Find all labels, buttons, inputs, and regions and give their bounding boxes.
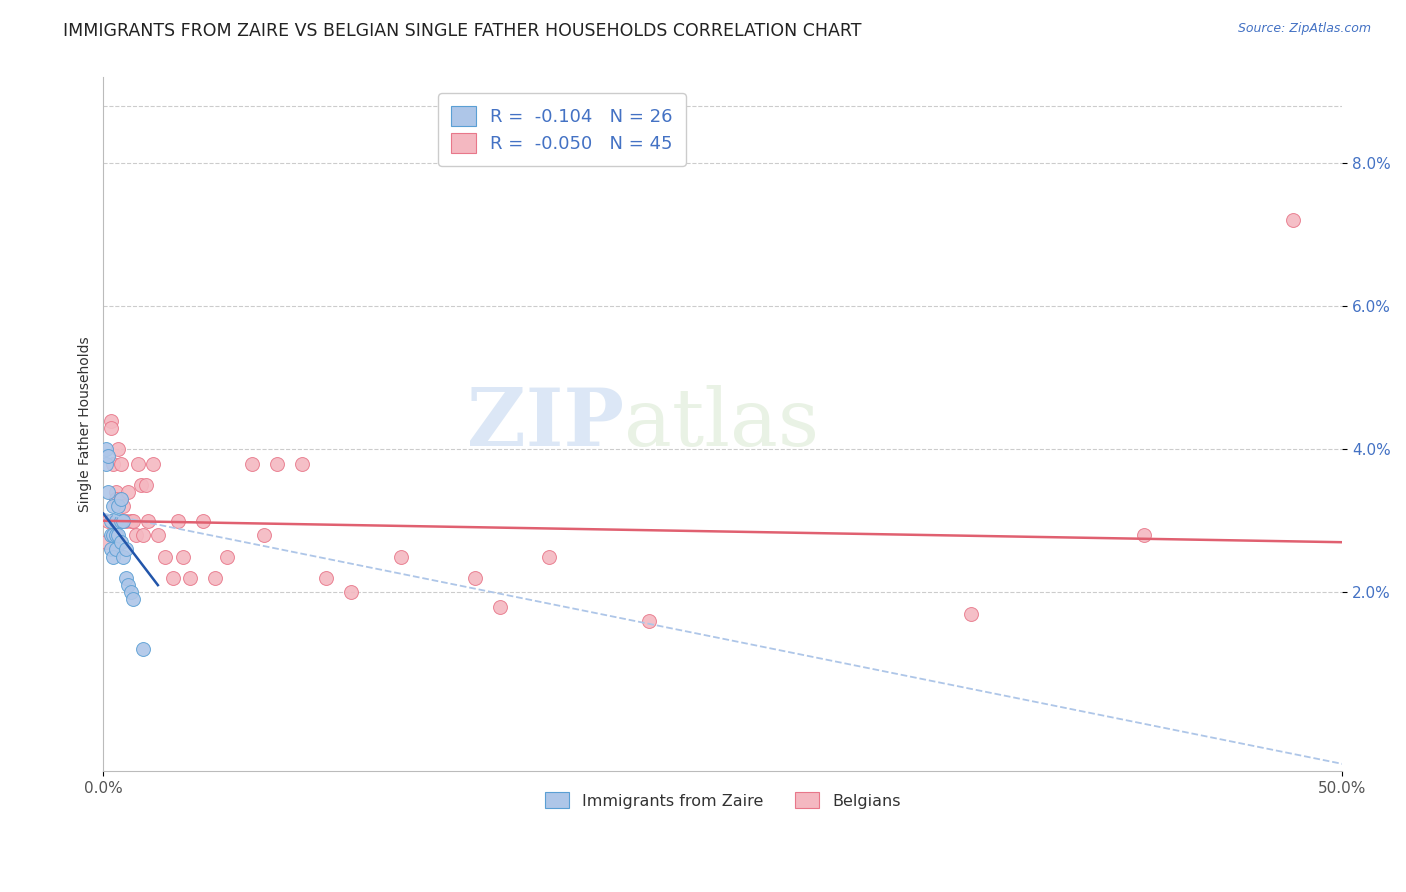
Point xyxy=(110,457,132,471)
Point xyxy=(107,442,129,457)
Text: ZIP: ZIP xyxy=(467,385,624,463)
Point xyxy=(253,528,276,542)
Point xyxy=(120,585,142,599)
Point xyxy=(104,492,127,507)
Point xyxy=(217,549,239,564)
Point xyxy=(315,571,337,585)
Legend: Immigrants from Zaire, Belgians: Immigrants from Zaire, Belgians xyxy=(538,786,907,815)
Point xyxy=(114,542,136,557)
Text: IMMIGRANTS FROM ZAIRE VS BELGIAN SINGLE FATHER HOUSEHOLDS CORRELATION CHART: IMMIGRANTS FROM ZAIRE VS BELGIAN SINGLE … xyxy=(63,22,862,40)
Point xyxy=(1282,213,1305,227)
Point xyxy=(97,514,120,528)
Point xyxy=(97,485,120,500)
Point xyxy=(637,614,659,628)
Point xyxy=(1133,528,1156,542)
Point xyxy=(120,514,142,528)
Point xyxy=(112,500,135,514)
Point xyxy=(134,478,156,492)
Point xyxy=(162,571,184,585)
Point xyxy=(103,500,125,514)
Point xyxy=(114,514,136,528)
Point xyxy=(136,514,159,528)
Point xyxy=(122,514,145,528)
Point xyxy=(959,607,981,621)
Point xyxy=(122,592,145,607)
Point xyxy=(107,528,129,542)
Point xyxy=(103,528,125,542)
Point xyxy=(389,549,412,564)
Point xyxy=(538,549,561,564)
Point xyxy=(166,514,188,528)
Point xyxy=(132,528,155,542)
Point xyxy=(114,571,136,585)
Point xyxy=(100,414,122,428)
Point xyxy=(97,450,120,464)
Point xyxy=(94,442,117,457)
Point xyxy=(112,549,135,564)
Point xyxy=(100,528,122,542)
Point xyxy=(117,485,139,500)
Point xyxy=(489,599,512,614)
Point xyxy=(103,457,125,471)
Point xyxy=(464,571,486,585)
Point xyxy=(107,500,129,514)
Point xyxy=(104,528,127,542)
Point xyxy=(179,571,201,585)
Point xyxy=(117,578,139,592)
Point xyxy=(266,457,288,471)
Point xyxy=(104,514,127,528)
Point xyxy=(110,535,132,549)
Point xyxy=(129,478,152,492)
Point xyxy=(132,642,155,657)
Point xyxy=(100,542,122,557)
Point xyxy=(104,485,127,500)
Point xyxy=(104,542,127,557)
Point xyxy=(146,528,169,542)
Point xyxy=(100,514,122,528)
Point xyxy=(100,421,122,435)
Point xyxy=(94,457,117,471)
Point xyxy=(142,457,165,471)
Point xyxy=(110,492,132,507)
Point xyxy=(124,528,146,542)
Text: atlas: atlas xyxy=(624,385,818,463)
Point xyxy=(291,457,314,471)
Text: Source: ZipAtlas.com: Source: ZipAtlas.com xyxy=(1237,22,1371,36)
Point xyxy=(103,549,125,564)
Y-axis label: Single Father Households: Single Father Households xyxy=(79,336,93,512)
Point xyxy=(340,585,363,599)
Point xyxy=(94,535,117,549)
Point xyxy=(110,492,132,507)
Point xyxy=(240,457,263,471)
Point xyxy=(127,457,149,471)
Point xyxy=(191,514,214,528)
Point xyxy=(204,571,226,585)
Point xyxy=(110,514,132,528)
Point xyxy=(172,549,194,564)
Point xyxy=(155,549,177,564)
Point xyxy=(112,514,135,528)
